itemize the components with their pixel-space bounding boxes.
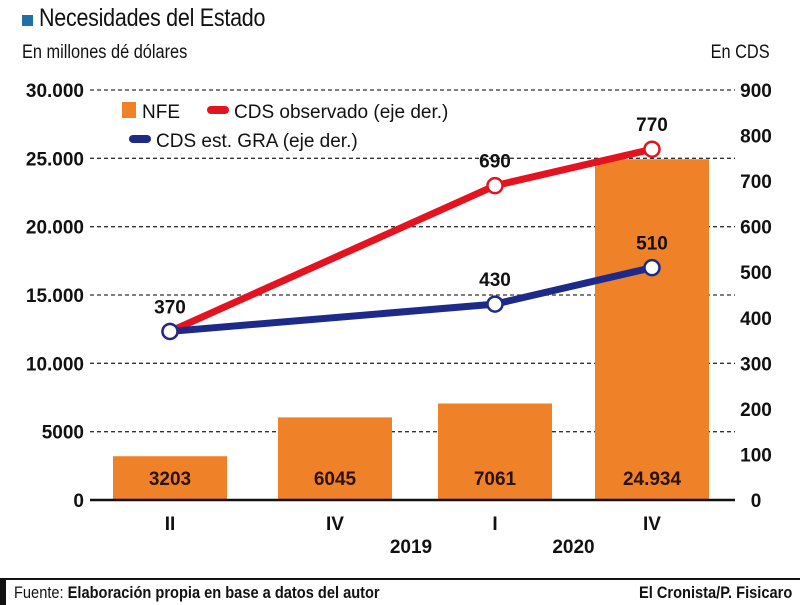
left-axis-ticks: 0 5000 10.000 15.000 20.000 25.000 30.000 <box>26 81 84 512</box>
footer-bar <box>0 580 6 605</box>
legend-label-cds-est: CDS est. GRA (eje der.) <box>156 131 358 152</box>
lines: 690 770 370 430 510 <box>154 115 668 341</box>
right-tick-label: 700 <box>740 172 772 193</box>
bars: 3203 6045 7061 24.934 <box>113 159 709 500</box>
title-square-icon <box>22 15 33 26</box>
x-tick-label: II <box>165 514 176 535</box>
legend-swatch-nfe <box>122 102 136 118</box>
data-point <box>486 176 504 195</box>
point-value-label: 510 <box>636 234 668 255</box>
source-label: Fuente: <box>14 583 64 602</box>
x-tick-label: I <box>492 514 497 535</box>
bar-value-label: 3203 <box>149 469 191 490</box>
left-axis-unit: En millones dé dólares <box>22 42 188 63</box>
bar-value-label: 7061 <box>474 469 517 490</box>
data-point <box>486 295 504 313</box>
point-value-label: 430 <box>479 270 511 291</box>
legend: NFE CDS observado (eje der.) CDS est. GRA … <box>122 102 448 152</box>
source-note: Fuente: Elaboración propia en base a dat… <box>14 583 380 603</box>
right-tick-label: 800 <box>740 127 772 148</box>
series-line <box>168 145 653 335</box>
point-value-label: 370 <box>154 297 186 318</box>
x-axis: II IV I IV 2019 2020 <box>90 498 735 558</box>
right-tick-label: 300 <box>740 354 772 375</box>
left-tick-label: 5000 <box>42 423 84 444</box>
right-tick-label: 0 <box>751 491 762 512</box>
legend-swatch-cds-observado <box>207 106 229 114</box>
right-tick-label: 600 <box>740 218 772 239</box>
x-tick-label: IV <box>326 514 344 535</box>
left-tick-label: 15.000 <box>26 286 84 307</box>
bar <box>595 159 709 500</box>
x-group-label: 2020 <box>552 537 594 558</box>
right-tick-label: 500 <box>740 263 772 284</box>
right-tick-label: 200 <box>740 400 772 421</box>
left-tick-label: 30.000 <box>26 81 84 102</box>
right-axis-unit: En CDS <box>710 42 770 63</box>
x-group-label: 2019 <box>390 537 432 558</box>
source-text: Elaboración propia en base a datos del a… <box>67 583 380 602</box>
bar <box>113 456 227 500</box>
right-tick-label: 400 <box>740 309 772 330</box>
data-point <box>161 322 179 341</box>
left-tick-label: 25.000 <box>26 149 84 170</box>
data-point <box>643 258 661 277</box>
right-tick-label: 100 <box>740 445 772 466</box>
legend-label-nfe: NFE <box>142 102 180 123</box>
bar <box>438 403 552 500</box>
bar <box>278 417 392 500</box>
left-tick-label: 10.000 <box>26 354 84 375</box>
left-tick-label: 0 <box>73 491 84 512</box>
gridlines <box>90 89 735 433</box>
bar-value-label: 24.934 <box>623 469 682 490</box>
title-block: Necesidades del Estado <box>22 4 302 33</box>
right-tick-label: 900 <box>740 81 772 102</box>
x-tick-label: IV <box>643 514 661 535</box>
chart-title: Necesidades del Estado <box>39 4 266 32</box>
credit: El Cronista/P. Fisicaro <box>638 583 792 602</box>
point-value-label: 690 <box>479 152 511 173</box>
right-axis-ticks: 0 100 200 300 400 500 600 700 800 900 <box>740 81 772 512</box>
left-tick-label: 20.000 <box>26 218 84 239</box>
point-value-label: 770 <box>636 115 668 136</box>
legend-swatch-cds-est <box>129 135 151 143</box>
data-point <box>643 140 661 158</box>
footer: Fuente: Elaboración propia en base a dat… <box>0 578 800 605</box>
legend-label-cds-observado: CDS observado (eje der.) <box>234 102 448 123</box>
bar-value-label: 6045 <box>314 469 357 490</box>
